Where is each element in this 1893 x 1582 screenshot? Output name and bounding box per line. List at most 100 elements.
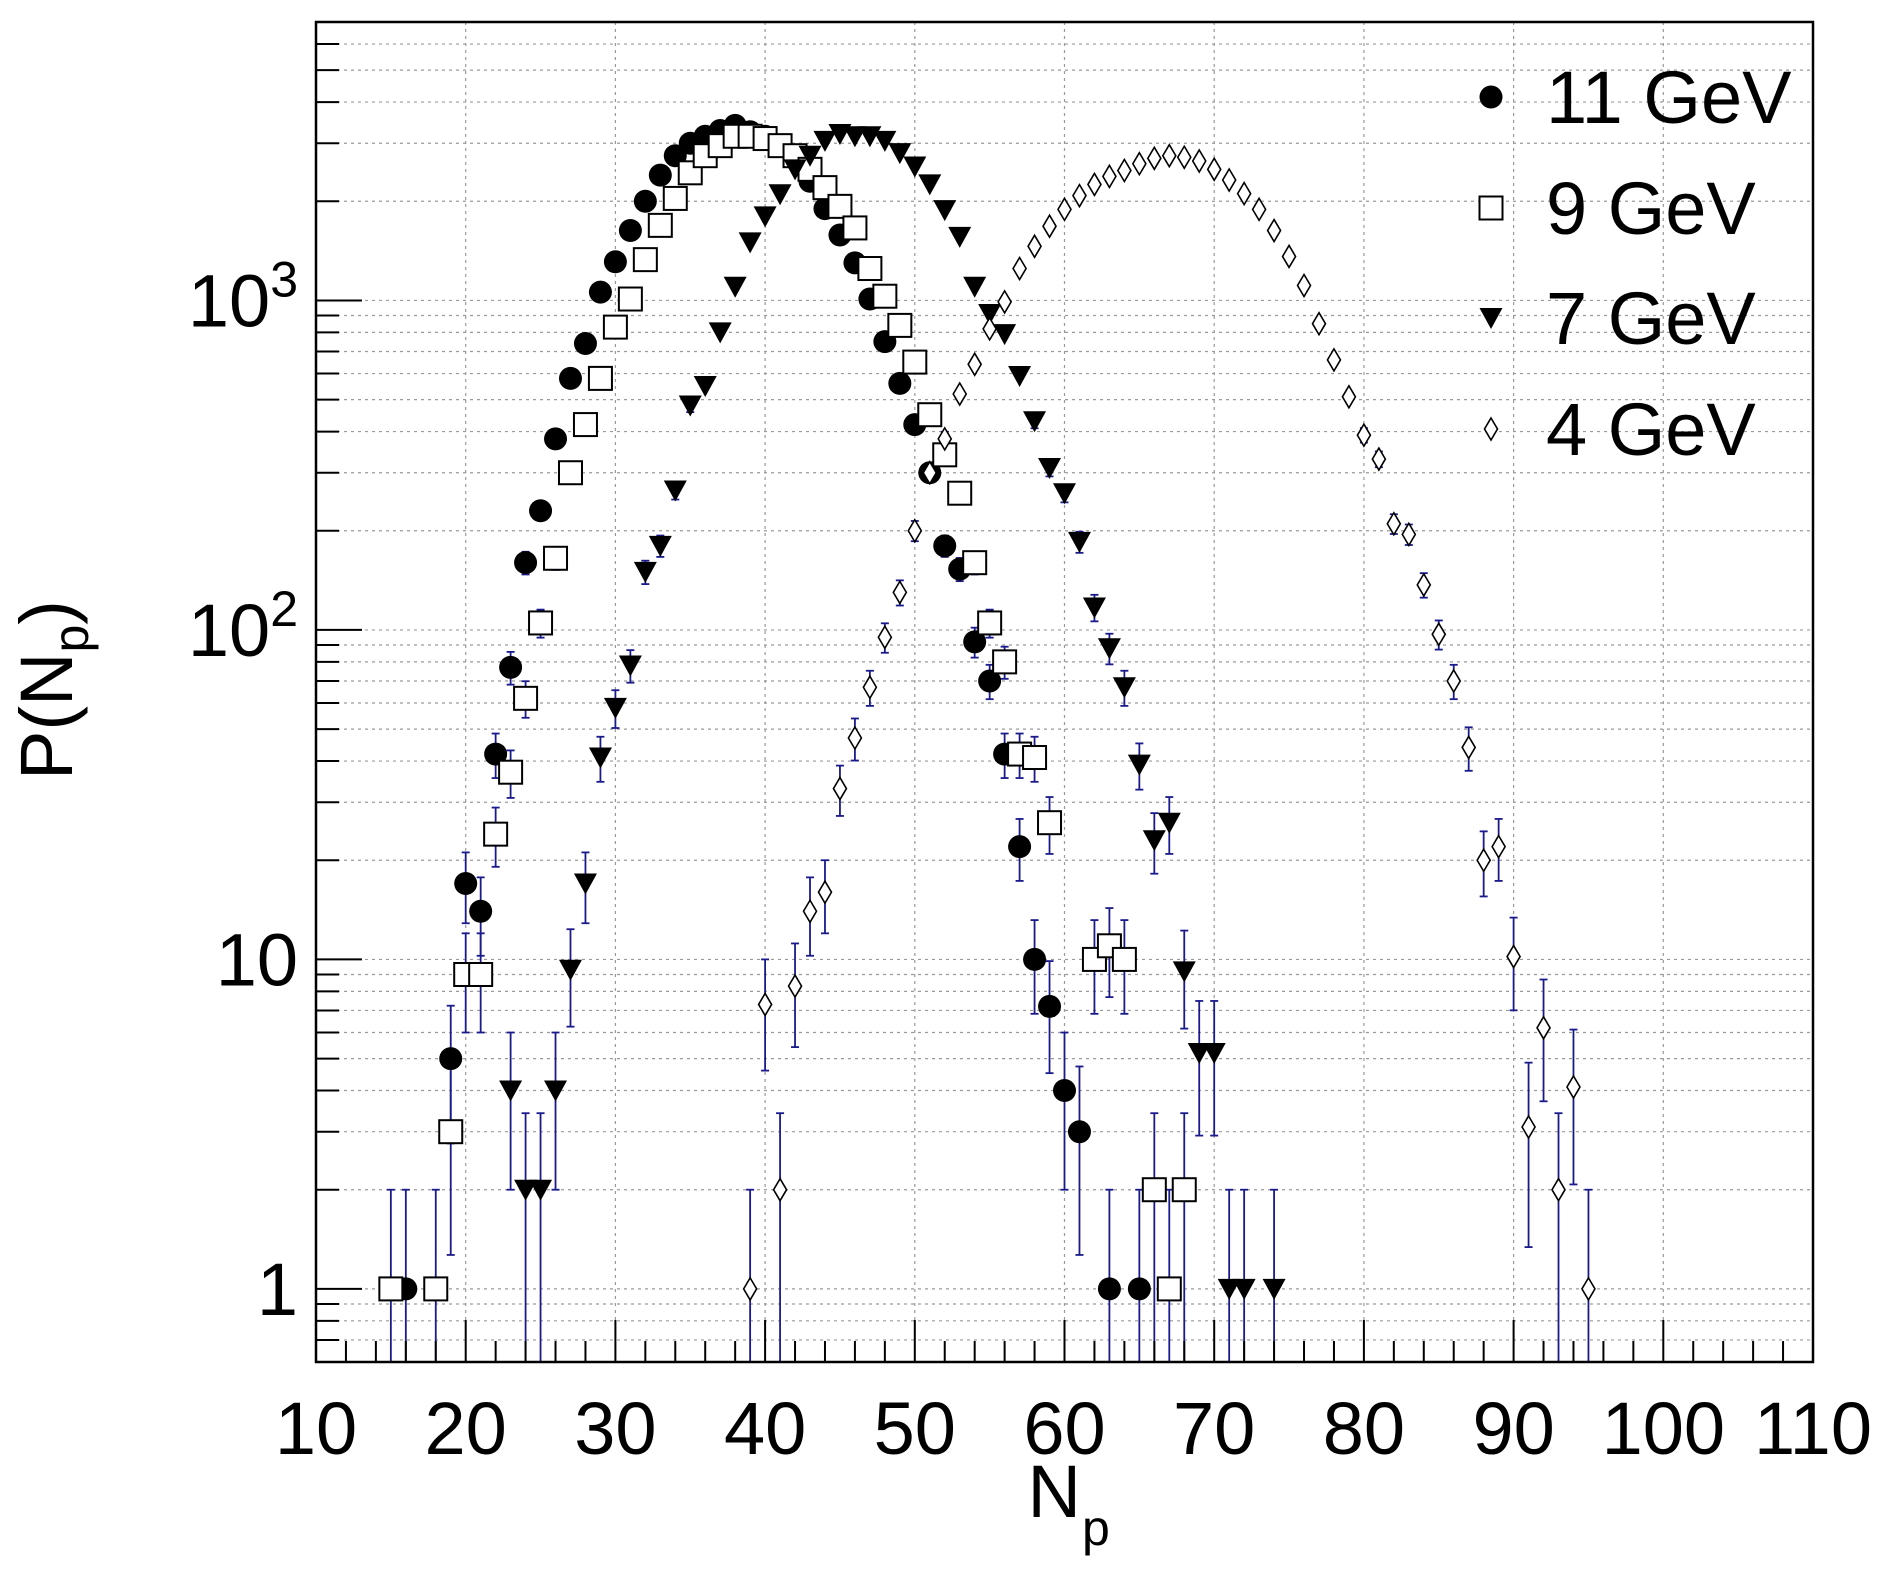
point-4-gev xyxy=(1461,734,1477,760)
point-7-gev xyxy=(1067,531,1091,553)
x-axis-title-main: N xyxy=(1028,1450,1081,1533)
point-11-gev xyxy=(1038,994,1062,1018)
point-7-gev xyxy=(903,156,927,178)
point-4-gev xyxy=(1566,1074,1581,1100)
legend-marker xyxy=(1479,308,1503,329)
point-11-gev xyxy=(439,1047,463,1071)
point-7-gev xyxy=(1142,830,1166,852)
point-11-gev xyxy=(1127,1277,1151,1301)
point-4-gev xyxy=(982,316,998,342)
point-11-gev xyxy=(558,366,582,390)
point-9-gev xyxy=(528,610,554,636)
point-11-gev xyxy=(888,371,912,395)
point-4-gev xyxy=(1506,944,1522,970)
point-11-gev xyxy=(618,219,642,243)
point-4-gev xyxy=(1521,1114,1536,1140)
point-7-gev xyxy=(843,126,867,148)
point-7-gev xyxy=(1187,1042,1211,1064)
point-7-gev xyxy=(963,276,987,298)
y-tick-label-exponent: 2 xyxy=(270,581,298,637)
y-axis-title-text: P(Np) xyxy=(5,600,99,780)
point-7-gev xyxy=(993,324,1017,346)
y-axis-title: P(Np) xyxy=(5,600,99,780)
point-9-gev xyxy=(1141,1177,1167,1203)
point-9-gev xyxy=(1111,946,1137,972)
point-4-gev xyxy=(1326,347,1342,373)
point-11-gev xyxy=(1067,1120,1091,1144)
point-7-gev xyxy=(663,480,687,502)
point-7-gev xyxy=(948,226,972,248)
point-4-gev xyxy=(1431,621,1447,647)
point-11-gev xyxy=(499,655,523,679)
point-11-gev xyxy=(933,534,957,558)
point-9-gev xyxy=(647,212,673,238)
x-tick-label: 70 xyxy=(1173,1387,1255,1470)
point-7-gev xyxy=(1217,1278,1241,1300)
point-4-gev xyxy=(877,624,893,650)
point-9-gev xyxy=(483,821,509,847)
point-7-gev xyxy=(1008,365,1032,387)
point-9-gev xyxy=(812,175,838,201)
point-7-gev xyxy=(499,1080,523,1102)
point-7-gev xyxy=(1262,1278,1286,1300)
point-7-gev xyxy=(1127,754,1151,776)
point-11-gev xyxy=(648,163,672,187)
point-4-gev xyxy=(1476,847,1492,873)
point-9-gev xyxy=(1171,1177,1197,1203)
point-7-gev xyxy=(1112,677,1136,699)
point-7-gev xyxy=(1157,812,1181,834)
point-4-gev xyxy=(1236,181,1252,207)
point-4-gev xyxy=(1491,834,1507,860)
point-11-gev xyxy=(633,189,657,213)
point-4-gev xyxy=(967,351,983,377)
point-4-gev xyxy=(832,776,848,802)
legend-label: 4 GeV xyxy=(1546,388,1756,471)
point-9-gev xyxy=(887,312,913,338)
point-7-gev xyxy=(618,655,642,677)
point-7-gev xyxy=(918,174,942,196)
point-4-gev xyxy=(847,725,863,751)
point-9-gev xyxy=(1156,1276,1182,1302)
point-7-gev xyxy=(708,322,732,344)
point-4-gev xyxy=(1401,521,1417,547)
point-7-gev xyxy=(723,276,747,298)
point-4-gev xyxy=(1027,233,1042,259)
point-7-gev xyxy=(873,130,897,152)
point-7-gev xyxy=(648,535,672,557)
y-axis-title-subscript: p xyxy=(43,625,99,653)
point-7-gev xyxy=(753,206,777,228)
point-7-gev xyxy=(693,375,717,397)
point-9-gev xyxy=(543,545,569,571)
point-4-gev xyxy=(907,518,923,544)
point-4-gev xyxy=(742,1276,758,1302)
point-7-gev xyxy=(1202,1042,1226,1064)
point-4-gev xyxy=(1131,151,1147,177)
point-7-gev xyxy=(1053,483,1076,505)
point-7-gev xyxy=(544,1080,568,1102)
legend-label: 11 GeV xyxy=(1546,56,1792,139)
point-4-gev xyxy=(1176,144,1192,170)
point-11-gev xyxy=(978,669,1002,693)
point-9-gev xyxy=(602,314,628,340)
point-11-gev xyxy=(529,499,553,523)
y-tick-label: 1 xyxy=(257,1248,298,1331)
point-9-gev xyxy=(513,685,539,711)
point-4-gev xyxy=(1356,422,1372,448)
point-4-gev xyxy=(1012,255,1028,282)
point-9-gev xyxy=(872,283,898,309)
point-9-gev xyxy=(827,193,853,219)
point-9-gev xyxy=(557,460,583,486)
point-7-gev xyxy=(529,1179,553,1201)
point-9-gev xyxy=(498,759,524,785)
y-axis-title-close: ) xyxy=(5,600,88,625)
x-tick-label: 90 xyxy=(1472,1387,1554,1470)
point-7-gev xyxy=(633,561,657,583)
x-tick-label: 30 xyxy=(574,1387,656,1470)
point-11-gev xyxy=(1023,947,1047,971)
point-7-gev xyxy=(588,747,612,769)
point-7-gev xyxy=(603,697,627,719)
point-9-gev xyxy=(842,215,868,241)
point-11-gev xyxy=(514,551,538,575)
